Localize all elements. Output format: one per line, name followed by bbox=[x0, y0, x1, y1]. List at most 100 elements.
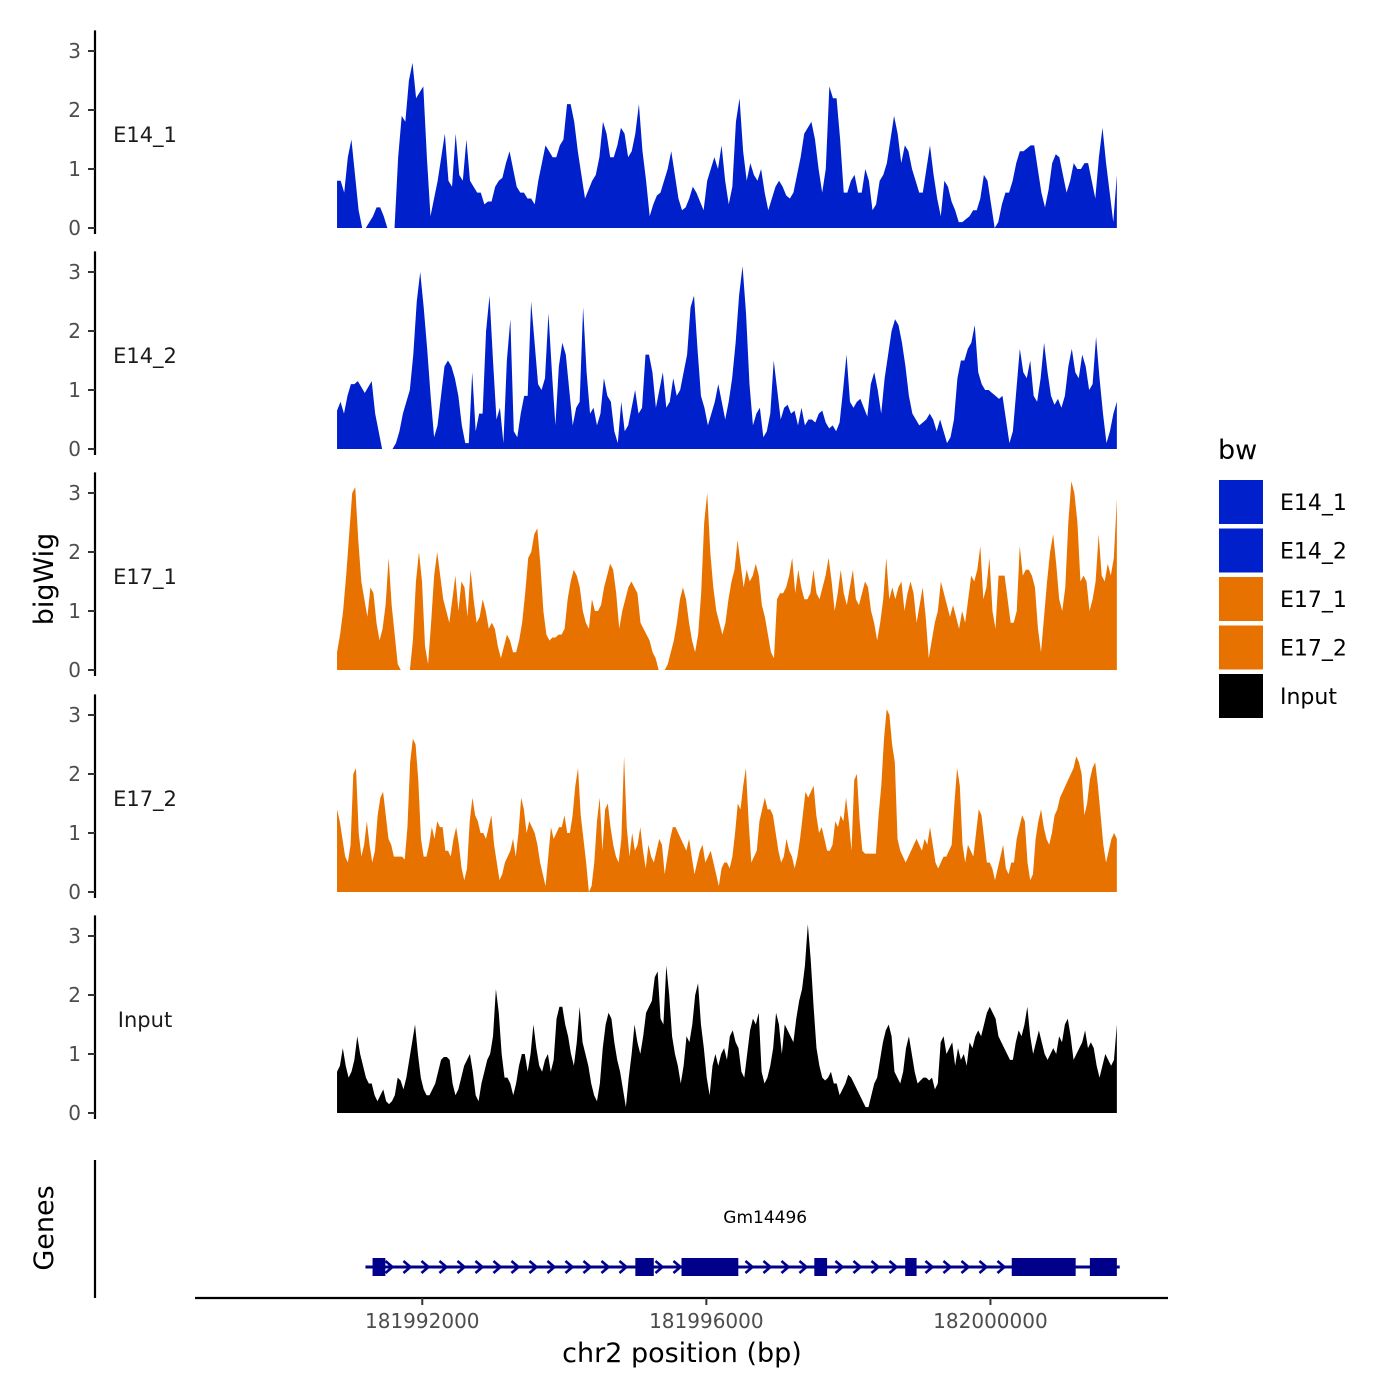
strand-arrow bbox=[834, 1260, 845, 1274]
x-tick-label: 181992000 bbox=[365, 1309, 480, 1333]
area-e14-2 bbox=[337, 266, 1117, 449]
y-tick-label: 0 bbox=[68, 658, 81, 682]
legend-label: E14_2 bbox=[1280, 540, 1347, 565]
strand-arrow bbox=[384, 1260, 395, 1274]
legend-swatch bbox=[1219, 528, 1263, 573]
legend-label: E17_2 bbox=[1280, 637, 1347, 662]
strand-arrow bbox=[762, 1260, 773, 1274]
strand-arrow bbox=[402, 1260, 413, 1274]
gene-gm14496: Gm14496 bbox=[365, 1208, 1120, 1276]
legend-swatch bbox=[1219, 674, 1263, 718]
y-tick-label: 3 bbox=[68, 260, 81, 284]
exon bbox=[1089, 1258, 1117, 1276]
x-tick-label: 182000000 bbox=[933, 1309, 1048, 1333]
track-e17-2: 0 1 2 3 E17_2 bbox=[68, 694, 1117, 904]
genes-axis-title: Genes bbox=[29, 1185, 60, 1270]
y-tick-label: 1 bbox=[68, 1042, 81, 1066]
track-e14-2: 0 1 2 3 E14_2 bbox=[68, 251, 1117, 461]
legend-item-input: Input bbox=[1219, 674, 1337, 718]
panel-label-e17-1: E17_1 bbox=[113, 565, 177, 590]
legend: bw E14_1 E14_2 E17_1 E17_2 Input bbox=[1218, 435, 1347, 718]
strand-arrow bbox=[888, 1260, 899, 1274]
y-tick-label: 0 bbox=[68, 216, 81, 240]
strand-arrow bbox=[960, 1260, 971, 1274]
exon bbox=[814, 1258, 828, 1276]
y-tick-label: 1 bbox=[68, 821, 81, 845]
strand-arrow bbox=[528, 1260, 539, 1274]
area-e17-2 bbox=[337, 709, 1117, 892]
area-e14-1 bbox=[337, 62, 1117, 228]
strand-arrow bbox=[474, 1260, 485, 1274]
y-tick-label: 0 bbox=[68, 1101, 81, 1125]
y-tick-label: 3 bbox=[68, 481, 81, 505]
x-tick-label: 181996000 bbox=[649, 1309, 764, 1333]
y-tick-label: 2 bbox=[68, 762, 81, 786]
panel-label-input: Input bbox=[118, 1008, 172, 1032]
area-e17-1 bbox=[337, 481, 1117, 670]
strand-arrow bbox=[618, 1260, 629, 1274]
strand-arrow bbox=[492, 1260, 503, 1274]
legend-label: Input bbox=[1280, 685, 1337, 710]
y-tick-label: 1 bbox=[68, 378, 81, 402]
x-axis: 181992000 181996000 182000000 bbox=[195, 1296, 1168, 1333]
panel-label-e14-1: E14_1 bbox=[113, 123, 177, 148]
strand-arrow bbox=[654, 1260, 665, 1274]
strand-arrow bbox=[924, 1260, 935, 1274]
exon bbox=[1011, 1258, 1076, 1276]
strand-arrow bbox=[546, 1260, 557, 1274]
track-panels: 0 1 2 3 E14_1 0 1 2 3 E14_2 0 1 2 3 E17_1 0 1 2 3 E17_2 0 1 2 3… bbox=[68, 30, 1117, 1125]
y-tick-label: 2 bbox=[68, 319, 81, 343]
strand-arrow bbox=[798, 1260, 809, 1274]
strand-arrow bbox=[582, 1260, 593, 1274]
y-tick-label: 2 bbox=[68, 540, 81, 564]
legend-swatch bbox=[1219, 625, 1263, 670]
strand-arrow bbox=[870, 1260, 881, 1274]
gene-label: Gm14496 bbox=[723, 1208, 807, 1228]
panel-label-e14-2: E14_2 bbox=[113, 344, 177, 369]
area-input bbox=[337, 924, 1117, 1113]
legend-swatch bbox=[1219, 480, 1263, 524]
strand-arrow bbox=[780, 1260, 791, 1274]
strand-arrow bbox=[438, 1260, 449, 1274]
legend-item-e17-2: E17_2 bbox=[1219, 625, 1347, 670]
strand-arrow bbox=[672, 1260, 683, 1274]
y-tick-label: 1 bbox=[68, 157, 81, 181]
strand-arrow bbox=[600, 1260, 611, 1274]
legend-label: E14_1 bbox=[1280, 491, 1347, 516]
y-axis-title: bigWig bbox=[29, 533, 60, 626]
legend-label: E17_1 bbox=[1280, 588, 1347, 613]
strand-arrow bbox=[942, 1260, 953, 1274]
strand-arrow bbox=[978, 1260, 989, 1274]
exon bbox=[372, 1258, 386, 1276]
exon bbox=[635, 1258, 654, 1276]
y-tick-label: 0 bbox=[68, 437, 81, 461]
strand-arrow bbox=[456, 1260, 467, 1274]
strand-arrow bbox=[510, 1260, 521, 1274]
track-e17-1: 0 1 2 3 E17_1 bbox=[68, 472, 1117, 682]
strand-arrow bbox=[564, 1260, 575, 1274]
strand-arrow bbox=[420, 1260, 431, 1274]
x-axis-title: chr2 position (bp) bbox=[562, 1338, 802, 1369]
track-input: 0 1 2 3 Input bbox=[68, 915, 1117, 1125]
y-tick-label: 3 bbox=[68, 924, 81, 948]
genes-panel: Gm14496 bbox=[93, 1160, 1120, 1298]
strand-arrow bbox=[744, 1260, 755, 1274]
y-tick-label: 1 bbox=[68, 599, 81, 623]
legend-item-e14-2: E14_2 bbox=[1219, 528, 1347, 573]
panel-label-e17-2: E17_2 bbox=[113, 787, 177, 812]
strand-arrow bbox=[996, 1260, 1007, 1274]
y-tick-label: 2 bbox=[68, 983, 81, 1007]
legend-item-e17-1: E17_1 bbox=[1219, 577, 1347, 621]
exon bbox=[681, 1258, 739, 1276]
legend-item-e14-1: E14_1 bbox=[1219, 480, 1347, 524]
y-tick-label: 2 bbox=[68, 98, 81, 122]
track-e14-1: 0 1 2 3 E14_1 bbox=[68, 30, 1117, 240]
strand-arrow bbox=[852, 1260, 863, 1274]
y-tick-label: 3 bbox=[68, 39, 81, 63]
y-tick-label: 0 bbox=[68, 880, 81, 904]
y-tick-label: 3 bbox=[68, 703, 81, 727]
legend-swatch bbox=[1219, 577, 1263, 621]
legend-title: bw bbox=[1218, 435, 1257, 466]
exon bbox=[905, 1258, 917, 1276]
